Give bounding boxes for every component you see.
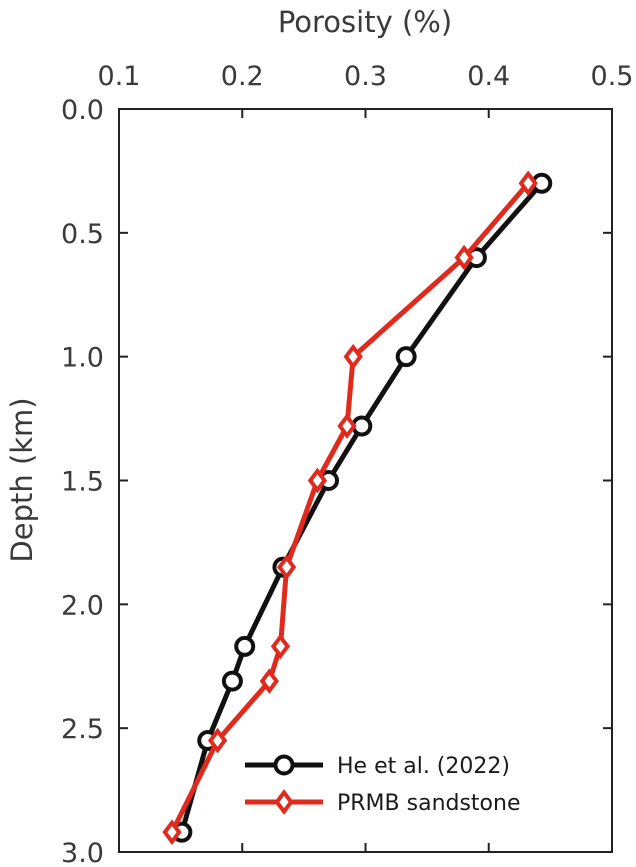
legend-diamond-marker <box>274 789 294 815</box>
circle-marker <box>234 635 256 657</box>
y-tick-label: 2.0 <box>61 590 104 621</box>
diamond-marker <box>270 633 291 660</box>
plot-area <box>118 108 613 853</box>
y-axis-title: Depth (km) <box>5 397 39 562</box>
diamond-marker <box>207 727 228 754</box>
diamond-marker <box>162 819 182 846</box>
x-axis-title: Porosity (%) <box>278 5 452 39</box>
series-line <box>169 181 531 834</box>
x-tick-label: 0.3 <box>344 61 387 92</box>
legend: He et al. (2022) PRMB sandstone <box>245 754 521 816</box>
diamond-marker <box>307 467 328 494</box>
circle-marker <box>221 670 243 692</box>
x-tick-label: 0.5 <box>591 61 634 92</box>
diamond-marker <box>343 343 363 370</box>
x-tick-label: 0.2 <box>221 61 264 92</box>
y-ticks: 0.0 0.5 1.0 1.5 2.0 2.5 3.0 <box>61 95 612 867</box>
x-tick-label: 0.1 <box>98 61 141 92</box>
x-tick-label: 0.4 <box>467 61 510 92</box>
y-tick-label: 2.5 <box>61 714 104 745</box>
y-tick-label: 3.0 <box>61 838 104 867</box>
diamond-marker <box>276 554 297 581</box>
diamond-marker <box>259 668 279 694</box>
series-line <box>179 181 544 833</box>
x-ticks: 0.1 0.2 0.3 0.4 0.5 <box>98 61 634 852</box>
series-layer <box>162 170 553 846</box>
diamond-marker <box>337 413 357 439</box>
y-tick-label: 1.5 <box>61 467 104 498</box>
diamond-marker <box>454 244 474 271</box>
y-tick-label: 0.5 <box>61 219 104 250</box>
legend-item: PRMB sandstone <box>245 789 521 816</box>
legend-label: He et al. (2022) <box>337 754 510 779</box>
diamond-marker <box>518 170 538 197</box>
y-tick-label: 0.0 <box>61 95 104 126</box>
legend-label: PRMB sandstone <box>337 791 521 816</box>
y-tick-label: 1.0 <box>61 343 104 374</box>
legend-circle-marker <box>273 754 295 776</box>
series-prmb-sandstone <box>162 170 538 846</box>
circle-marker <box>395 346 417 368</box>
legend-item: He et al. (2022) <box>245 754 510 779</box>
